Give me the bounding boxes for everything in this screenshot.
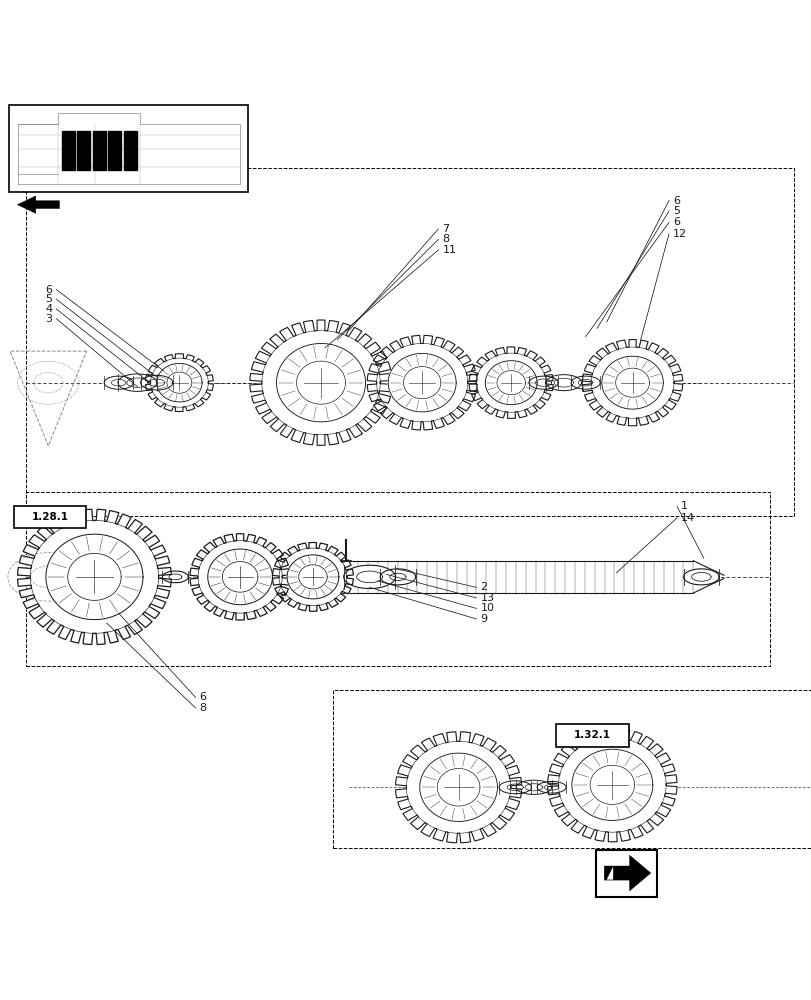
Polygon shape bbox=[485, 361, 536, 405]
Text: 8: 8 bbox=[200, 703, 207, 713]
Polygon shape bbox=[272, 542, 353, 611]
Text: 5: 5 bbox=[45, 294, 52, 304]
Text: 14: 14 bbox=[680, 513, 694, 523]
Bar bbox=[92, 131, 105, 170]
Polygon shape bbox=[571, 749, 652, 820]
Bar bbox=[123, 131, 136, 170]
Polygon shape bbox=[208, 549, 272, 605]
Bar bbox=[62, 131, 75, 170]
Polygon shape bbox=[190, 534, 290, 620]
Text: 2: 2 bbox=[480, 582, 487, 592]
Bar bbox=[77, 131, 90, 170]
Polygon shape bbox=[287, 555, 338, 599]
Bar bbox=[14, 506, 86, 528]
Text: 6: 6 bbox=[45, 285, 52, 295]
Polygon shape bbox=[581, 340, 682, 426]
Polygon shape bbox=[17, 196, 59, 213]
Polygon shape bbox=[162, 571, 188, 583]
Polygon shape bbox=[277, 343, 365, 422]
Text: 8: 8 bbox=[442, 234, 449, 244]
Text: 11: 11 bbox=[442, 245, 456, 255]
Polygon shape bbox=[140, 375, 173, 390]
Text: 5: 5 bbox=[672, 206, 679, 216]
Polygon shape bbox=[250, 320, 392, 445]
Polygon shape bbox=[395, 732, 521, 843]
Polygon shape bbox=[469, 347, 552, 418]
Text: 1.28.1: 1.28.1 bbox=[32, 512, 68, 522]
Polygon shape bbox=[46, 534, 143, 620]
Bar bbox=[555, 724, 628, 747]
Polygon shape bbox=[18, 509, 171, 644]
Polygon shape bbox=[516, 780, 551, 794]
Text: 6: 6 bbox=[672, 196, 679, 206]
Polygon shape bbox=[528, 376, 557, 389]
Polygon shape bbox=[547, 728, 676, 842]
Text: 1: 1 bbox=[680, 501, 687, 511]
Text: 9: 9 bbox=[480, 614, 487, 624]
Polygon shape bbox=[606, 866, 612, 880]
Polygon shape bbox=[601, 356, 663, 409]
Text: 6: 6 bbox=[672, 217, 679, 227]
Text: 1.32.1: 1.32.1 bbox=[573, 730, 610, 740]
Polygon shape bbox=[536, 781, 565, 793]
Polygon shape bbox=[419, 753, 497, 821]
Text: 6: 6 bbox=[200, 692, 206, 702]
Polygon shape bbox=[683, 569, 719, 585]
Polygon shape bbox=[388, 353, 456, 412]
Bar bbox=[595, 850, 656, 897]
Polygon shape bbox=[145, 354, 213, 412]
Polygon shape bbox=[545, 375, 581, 391]
Polygon shape bbox=[603, 855, 650, 891]
Polygon shape bbox=[367, 335, 477, 430]
Polygon shape bbox=[570, 376, 599, 389]
Text: 4: 4 bbox=[45, 304, 52, 314]
Polygon shape bbox=[118, 374, 157, 391]
Polygon shape bbox=[343, 565, 395, 589]
Text: 7: 7 bbox=[442, 224, 449, 234]
Text: 13: 13 bbox=[480, 593, 494, 603]
Bar bbox=[108, 131, 121, 170]
Text: 10: 10 bbox=[480, 603, 494, 613]
Polygon shape bbox=[157, 363, 202, 402]
Polygon shape bbox=[499, 781, 530, 794]
Polygon shape bbox=[104, 376, 133, 389]
Text: 12: 12 bbox=[672, 229, 686, 239]
Polygon shape bbox=[380, 569, 415, 585]
Text: 3: 3 bbox=[45, 314, 52, 324]
Bar bbox=[10, 105, 248, 192]
